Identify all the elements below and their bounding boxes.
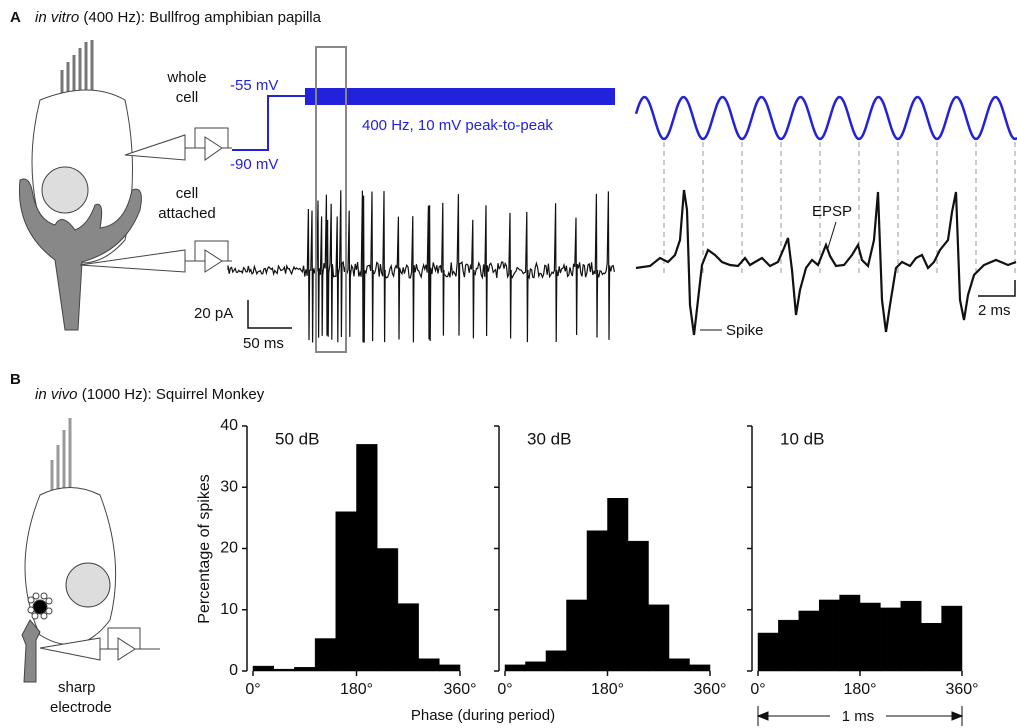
scale-label: 20 pA: [194, 305, 233, 322]
bar: [778, 619, 800, 672]
x-tick-label: 360°: [693, 681, 726, 698]
panel-title: in vitro (400 Hz): Bullfrog amphibian pa…: [35, 9, 322, 26]
x-tick-label: 180°: [843, 681, 876, 698]
bar: [627, 540, 649, 672]
hair-cell-b: [21, 418, 160, 683]
title-rest: (400 Hz): Bullfrog amphibian papilla: [79, 9, 321, 26]
voltage-trace: [635, 189, 1017, 336]
scale-label: 2 ms: [978, 302, 1011, 319]
hair-cell-a: [18, 40, 232, 331]
bar: [439, 664, 461, 672]
bar: [586, 530, 608, 672]
title-italic: in vitro: [35, 9, 79, 26]
sine-stimulus: [634, 95, 1017, 275]
panel-title: in vivo (1000 Hz): Squirrel Monkey: [35, 386, 265, 403]
y-axis-label: Percentage of spikes: [196, 474, 213, 623]
y-tick-label: 20: [220, 540, 238, 557]
bar: [839, 594, 861, 672]
pipette-label: whole: [166, 69, 206, 86]
scale-label: 50 ms: [243, 335, 284, 352]
x-axis-label: Phase (during period): [411, 707, 555, 724]
bar: [335, 511, 357, 672]
scale-bar: [247, 300, 292, 329]
bar: [757, 632, 779, 672]
bar: [397, 603, 419, 672]
bar: [818, 599, 840, 672]
y-tick-label: 40: [220, 417, 238, 434]
bar: [859, 602, 881, 672]
bar: [798, 610, 820, 672]
annotation-leader: [827, 221, 837, 249]
bar: [920, 622, 942, 672]
x-tick-label: 360°: [945, 681, 978, 698]
x-tick-label: 360°: [443, 681, 476, 698]
period-label: 1 ms: [842, 708, 875, 725]
bar: [607, 498, 629, 672]
bar: [941, 605, 963, 672]
histograms: 0 10 20 30 40 0° 180° 360° 50 dB 0° 180° 360° 30 dB 0…: [220, 417, 978, 698]
bar: [648, 604, 670, 672]
bar: [566, 599, 588, 672]
voltage-step: [232, 95, 305, 151]
y-tick-label: 30: [220, 478, 238, 495]
current-trace-path: [227, 190, 615, 343]
bar: [668, 658, 690, 672]
bar: [356, 444, 378, 672]
y-tick-label: 0: [229, 662, 238, 679]
bar: [545, 650, 567, 672]
x-tick-label: 180°: [340, 681, 373, 698]
sine-path: [634, 95, 1017, 141]
zoom-box: [315, 46, 347, 353]
bar: [273, 668, 295, 672]
bar: [504, 664, 526, 672]
x-tick-label: 0°: [245, 681, 260, 698]
title-rest: (1000 Hz): Squirrel Monkey: [78, 386, 265, 403]
bar: [900, 600, 922, 672]
voltage-label: -55 mV: [230, 77, 278, 94]
bar: [294, 667, 316, 672]
voltage-label: -90 mV: [230, 156, 278, 173]
title-italic: in vivo: [35, 386, 78, 403]
x-tick-label: 0°: [750, 681, 765, 698]
panel-letter: A: [10, 9, 21, 26]
y-tick-label: 10: [220, 601, 238, 618]
chart-title: 10 dB: [780, 429, 824, 448]
annotation: Spike: [726, 322, 764, 339]
bar: [418, 658, 440, 672]
chart-title: 50 dB: [275, 429, 319, 448]
bar: [252, 665, 274, 672]
annotation: EPSP: [812, 203, 852, 220]
pipette-label: cell: [176, 89, 199, 106]
x-tick-label: 0°: [497, 681, 512, 698]
bar: [314, 638, 337, 672]
electrode-label: sharp: [58, 679, 96, 696]
bar: [689, 664, 711, 672]
chart-title: 30 dB: [527, 429, 571, 448]
panel-letter: B: [10, 371, 21, 388]
period-arrow: [756, 706, 964, 726]
electrode-label: electrode: [50, 699, 112, 716]
current-trace: [227, 190, 615, 343]
stimulus-label: 400 Hz, 10 mV peak-to-peak: [362, 117, 553, 134]
bar: [525, 661, 547, 672]
bar: [376, 548, 399, 672]
scale-bar: [978, 280, 1016, 297]
bar: [880, 607, 902, 672]
x-tick-label: 180°: [591, 681, 624, 698]
pipette-label: attached: [158, 205, 216, 222]
stimulus-bar: [305, 88, 615, 105]
pipette-label: cell: [176, 185, 199, 202]
